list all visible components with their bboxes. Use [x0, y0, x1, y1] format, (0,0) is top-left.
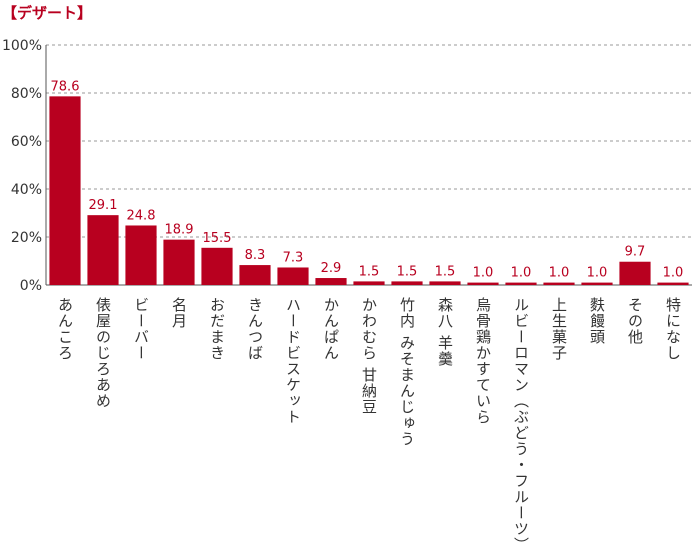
bar [315, 278, 347, 285]
y-tick-label: 20% [11, 230, 42, 246]
bar [657, 282, 689, 285]
bar [125, 225, 157, 285]
data-label: 15.5 [203, 231, 232, 246]
category-label: ビーバー [132, 297, 150, 361]
category-label: ハードビスケット [284, 297, 302, 425]
data-label: 1.0 [549, 266, 570, 281]
category-label: 名月 [170, 297, 188, 329]
category-label: あんころ [56, 297, 74, 361]
data-label: 1.0 [663, 266, 684, 281]
data-label: 1.0 [473, 266, 494, 281]
category-label: かんぱん [322, 297, 340, 361]
y-tick-label: 0% [20, 278, 42, 294]
bar [49, 96, 81, 285]
bar [201, 247, 233, 285]
data-label: 1.5 [435, 264, 456, 279]
bar [543, 282, 575, 285]
category-label: かわむら 甘納豆 [360, 297, 378, 415]
chart-title: 【デザート】 [2, 4, 93, 22]
data-label: 1.0 [511, 266, 532, 281]
bar [239, 265, 271, 285]
y-tick-label: 80% [11, 86, 42, 102]
category-label: 竹内 みそまんじゅう [398, 297, 416, 447]
data-label: 1.5 [397, 264, 418, 279]
data-label: 2.9 [321, 261, 342, 276]
y-tick-label: 40% [11, 182, 42, 198]
y-tick-label: 100% [2, 38, 42, 54]
data-label: 29.1 [89, 198, 118, 213]
bar [505, 282, 537, 285]
bar [619, 261, 651, 285]
category-label: 烏骨鶏かすていら [474, 297, 492, 425]
data-label: 78.6 [51, 79, 80, 94]
category-label: 麩饅頭 [588, 297, 606, 345]
data-label: 8.3 [245, 248, 266, 263]
category-label: 特になし [664, 297, 682, 361]
category-label: 俵屋のじろあめ [94, 297, 112, 409]
bar [353, 281, 385, 285]
bar [467, 282, 499, 285]
category-label: 上生菓子 [550, 297, 568, 361]
bar [429, 281, 461, 285]
category-label: 森八 羊羹 [436, 297, 454, 367]
y-tick-label: 60% [11, 134, 42, 150]
data-label: 9.7 [625, 245, 646, 260]
category-label: ルビーロマン（ぶどう・フルーツ） [512, 297, 530, 553]
data-label: 24.8 [127, 208, 156, 223]
data-label: 1.5 [359, 264, 380, 279]
bar [87, 215, 119, 285]
data-label: 7.3 [283, 250, 304, 265]
bar [581, 282, 613, 285]
category-label: おだまき [208, 297, 226, 361]
data-label: 18.9 [165, 223, 194, 238]
category-label: その他 [626, 297, 644, 345]
bar [277, 267, 309, 285]
bar [391, 281, 423, 285]
bar [163, 239, 195, 285]
category-label: きんつば [246, 297, 264, 361]
data-label: 1.0 [587, 266, 608, 281]
